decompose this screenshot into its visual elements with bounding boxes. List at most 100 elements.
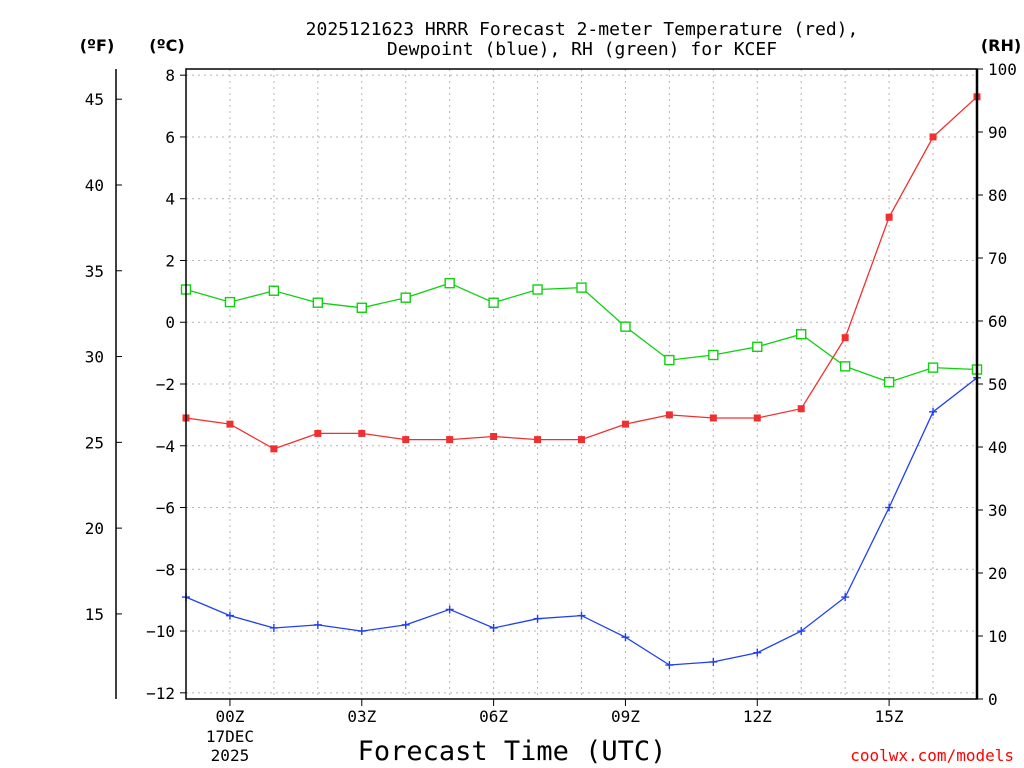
celsius-unit-label: (ºC) <box>149 36 184 55</box>
c-axis-tick-label: −8 <box>156 560 175 579</box>
temperature-point <box>270 445 278 453</box>
dewpoint-point <box>797 627 806 636</box>
rh-axis-tick-label: 80 <box>988 186 1007 205</box>
rh-axis-tick-label: 30 <box>988 501 1007 520</box>
dewpoint-point <box>753 648 762 657</box>
rh-point <box>927 362 939 373</box>
rh-point <box>883 376 895 388</box>
rh-point <box>532 284 543 295</box>
c-axis-tick-label: −10 <box>146 622 175 641</box>
rh-point <box>356 302 367 313</box>
temperature-point <box>226 420 234 428</box>
dewpoint-point <box>577 611 586 620</box>
dewpoint-point <box>533 614 542 623</box>
celsius-axis: 8 6 4 2 0 −2 −4 −6 −8 −10 −12 <box>146 66 186 703</box>
rh-point <box>839 361 851 372</box>
rh-axis-tick-label: 40 <box>988 438 1007 457</box>
dewpoint-point <box>401 620 410 629</box>
f-axis-tick-label: 25 <box>85 433 104 452</box>
x-axis-tick-label: 09Z <box>611 707 640 726</box>
dewpoint-point <box>269 623 278 632</box>
c-axis-tick-label: −6 <box>156 499 175 518</box>
rh-axis-tick-label: 100 <box>988 60 1017 79</box>
x-axis-date-label: 17DEC <box>206 727 254 746</box>
temperature-point <box>929 133 937 141</box>
dewpoint-point <box>841 593 850 602</box>
rh-point <box>576 282 587 293</box>
rh-unit-label: (RH) <box>981 36 1021 55</box>
dewpoint-point <box>665 661 674 670</box>
chart-title-line-1: 2025121623 HRRR Forecast 2-meter Tempera… <box>306 19 859 40</box>
rh-axis-tick-label: 20 <box>988 564 1007 583</box>
rh-point <box>268 285 280 296</box>
temperature-point <box>841 334 849 342</box>
rh-point <box>708 349 719 361</box>
temperature-point <box>358 429 366 437</box>
rh-point <box>312 297 324 308</box>
dewpoint-point <box>709 657 718 666</box>
rh-axis-tick-label: 60 <box>988 312 1007 331</box>
temperature-point <box>797 405 805 413</box>
rh-point <box>664 354 675 366</box>
x-axis-tick-label: 12Z <box>743 707 772 726</box>
dewpoint-point <box>621 633 630 642</box>
chart-title-line-2: Dewpoint (blue), RH (green) for KCEF <box>387 39 777 60</box>
dewpoint-point <box>445 605 454 614</box>
fahrenheit-axis: 45 40 35 30 25 20 15 <box>85 69 122 699</box>
c-axis-tick-label: 4 <box>165 190 175 209</box>
c-axis-tick-label: 8 <box>165 66 175 85</box>
rh-axis-tick-label: 0 <box>988 690 998 709</box>
x-axis-tick-label: 06Z <box>479 707 508 726</box>
c-axis-tick-label: −2 <box>156 375 175 394</box>
rh-axis-tick-label: 10 <box>988 627 1007 646</box>
temperature-line <box>185 96 978 450</box>
x-axis-title: Forecast Time (UTC) <box>358 736 667 767</box>
temperature-point <box>578 436 585 444</box>
c-axis-tick-label: 6 <box>165 128 175 147</box>
rh-point <box>224 296 236 308</box>
temperature-point <box>665 411 673 419</box>
f-axis-tick-label: 40 <box>85 176 104 195</box>
dewpoint-point <box>929 407 938 416</box>
f-axis-tick-label: 30 <box>85 348 104 367</box>
x-axis-tick-label: 03Z <box>347 707 376 726</box>
chart-grid <box>185 69 978 699</box>
x-axis-year-label: 2025 <box>211 746 250 765</box>
credit-text: coolwx.com/models <box>850 746 1014 765</box>
dewpoint-point <box>357 627 366 636</box>
rh-point <box>752 341 763 353</box>
c-axis-tick-label: −12 <box>146 684 175 703</box>
rh-axis-tick-label: 70 <box>988 249 1007 268</box>
dewpoint-point <box>885 503 894 512</box>
rh-point <box>620 321 631 332</box>
rh-point <box>488 297 499 308</box>
rh-axis-tick-label: 50 <box>988 375 1007 394</box>
dewpoint-point <box>225 611 234 620</box>
temperature-point <box>534 436 542 444</box>
f-axis-tick-label: 15 <box>85 605 104 624</box>
temperature-point <box>314 429 322 437</box>
c-axis-tick-label: −4 <box>156 437 175 456</box>
x-axis-tick-label: 00Z <box>215 707 244 726</box>
rh-point <box>400 292 411 303</box>
temperature-point <box>885 213 893 221</box>
f-axis-tick-label: 35 <box>85 262 104 281</box>
dewpoint-point <box>313 620 322 629</box>
temperature-point <box>621 420 629 428</box>
rh-series <box>180 278 983 388</box>
temperature-point <box>446 436 454 444</box>
temperature-point <box>402 436 410 444</box>
dewpoint-point <box>489 623 498 632</box>
temperature-point <box>753 414 761 422</box>
f-axis-tick-label: 20 <box>85 519 104 538</box>
f-axis-tick-label: 45 <box>85 90 104 109</box>
x-axis-tick-label: 15Z <box>875 707 904 726</box>
rh-point <box>796 329 807 340</box>
fahrenheit-unit-label: (ºF) <box>80 36 115 55</box>
rh-point <box>444 278 455 289</box>
rh-axis-tick-label: 90 <box>988 123 1007 142</box>
c-axis-tick-label: 2 <box>165 251 175 270</box>
